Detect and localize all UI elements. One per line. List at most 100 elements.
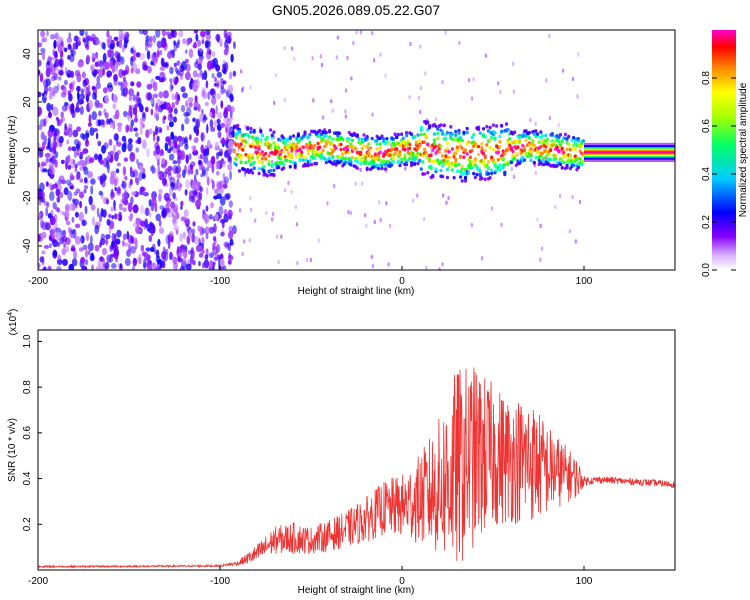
spectrogram-cell xyxy=(96,75,100,84)
spectrogram-cell xyxy=(545,137,550,142)
spectrogram-cell xyxy=(216,71,222,78)
spectrogram-cell xyxy=(198,261,201,267)
figure-title: GN05.2026.089.05.22.G07 xyxy=(272,2,440,18)
spectrogram-cell xyxy=(323,157,327,161)
spectrogram-cell xyxy=(63,243,66,248)
spectrogram-cell xyxy=(319,54,322,59)
colorbar-gradient xyxy=(712,30,736,270)
spectrogram-ylabel: Frequency (Hz) xyxy=(7,116,18,185)
spectrogram-cell xyxy=(516,145,520,149)
spectrogram-cell xyxy=(255,139,260,144)
spectrogram-cell xyxy=(295,222,299,227)
spectrogram-cell xyxy=(73,198,80,206)
spectrogram-cell xyxy=(549,157,553,162)
spectrogram-cell xyxy=(132,169,139,178)
spectrogram-cell xyxy=(540,158,545,163)
spectrogram-cell xyxy=(277,259,280,265)
spectrogram-cell xyxy=(293,164,297,168)
spectrogram-cell xyxy=(76,85,81,92)
spectrogram-cell xyxy=(537,140,541,144)
spectrogram-cell xyxy=(185,63,191,72)
snr-x-tick-label: 100 xyxy=(576,576,593,587)
spectrogram-cell xyxy=(475,172,479,177)
spectrogram-cell xyxy=(188,153,192,160)
spectrogram-cell xyxy=(157,263,160,268)
spectrogram-cell xyxy=(242,144,246,149)
spectrogram-cell xyxy=(375,142,379,146)
spectrogram-cell xyxy=(81,71,86,79)
spectrogram-cell xyxy=(459,170,463,174)
spectrogram-cell xyxy=(115,238,121,245)
spectrogram-cell xyxy=(160,57,165,67)
spectrogram-cell xyxy=(148,211,152,217)
spectrogram-cell xyxy=(534,170,537,176)
spectrogram-cell xyxy=(82,166,87,171)
spectrogram-cell xyxy=(359,30,363,35)
spectrogram-cell xyxy=(45,207,49,217)
spectrogram-y-tick-label: 0 xyxy=(22,147,33,153)
spectrogram-cell xyxy=(320,62,324,68)
spectrogram-cell xyxy=(153,81,158,92)
spectrogram-cell xyxy=(426,170,430,175)
spectrogram-cell xyxy=(106,218,111,226)
spectrogram-cell xyxy=(248,238,251,243)
spectrogram-cell xyxy=(324,134,328,138)
spectrogram-cell xyxy=(504,122,509,126)
spectrogram-cell xyxy=(106,70,113,78)
spectrogram-cells xyxy=(38,30,675,270)
spectrogram-cell xyxy=(159,149,165,157)
spectrogram-cell xyxy=(98,68,104,78)
spectrogram-cell xyxy=(92,39,96,45)
spectrogram-cell xyxy=(227,209,233,218)
spectrogram-cell xyxy=(112,245,119,252)
spectrogram-cell xyxy=(300,154,304,158)
spectrogram-cell xyxy=(81,265,88,270)
spectrogram-cell xyxy=(249,168,253,173)
spectrogram-cell xyxy=(109,59,113,70)
spectrogram-cell xyxy=(145,129,150,139)
spectrogram-cell xyxy=(237,129,242,134)
spectrogram-cell xyxy=(84,177,88,184)
spectrogram-cell xyxy=(121,192,128,200)
spectrogram-cell xyxy=(101,42,105,50)
spectrogram-cell xyxy=(109,43,115,50)
spectrogram-cell xyxy=(107,49,112,58)
spectrogram-cell xyxy=(418,143,422,148)
spectrogram-cell xyxy=(238,208,242,213)
spectrogram-cell xyxy=(170,30,175,38)
spectrogram-cell xyxy=(563,154,568,159)
snr-xlabel: Height of straight line (km) xyxy=(298,585,415,596)
spectrogram-cell xyxy=(344,160,348,165)
spectrogram-cell xyxy=(129,126,134,133)
spectrogram-cell xyxy=(480,256,484,261)
spectrogram-cell xyxy=(118,203,123,211)
spectrogram-cell xyxy=(173,142,178,149)
spectrogram-cell xyxy=(159,227,164,235)
spectrogram-cell xyxy=(491,158,495,162)
spectrogram-cell xyxy=(42,197,46,203)
spectrogram-cell xyxy=(427,125,432,130)
spectrogram-cell xyxy=(94,224,100,235)
spectrogram-cell xyxy=(419,109,422,115)
spectrogram-cell xyxy=(224,194,230,201)
spectrogram-cell xyxy=(142,112,147,122)
spectrogram-cell xyxy=(396,160,400,165)
spectrogram-cell xyxy=(565,147,569,152)
spectrogram-cell xyxy=(372,58,376,63)
spectrogram-cell xyxy=(544,145,548,149)
spectrogram-cell xyxy=(113,178,118,187)
spectrogram-cell xyxy=(337,131,341,136)
spectrogram-cell xyxy=(354,146,358,151)
spectrogram-cell xyxy=(48,147,53,152)
spectrogram-cell xyxy=(188,190,195,200)
spectrogram-cell xyxy=(455,148,459,153)
spectrogram-cell xyxy=(488,176,492,180)
spectrogram-cell xyxy=(282,150,286,154)
spectrogram-cell xyxy=(488,125,492,130)
spectrogram-cell xyxy=(180,86,186,93)
spectrogram-cell xyxy=(97,140,102,147)
spectrogram-cell xyxy=(182,169,186,179)
spectrogram-cell xyxy=(180,205,183,210)
spectrogram-cell xyxy=(111,263,117,269)
spectrogram-cell xyxy=(288,159,292,164)
